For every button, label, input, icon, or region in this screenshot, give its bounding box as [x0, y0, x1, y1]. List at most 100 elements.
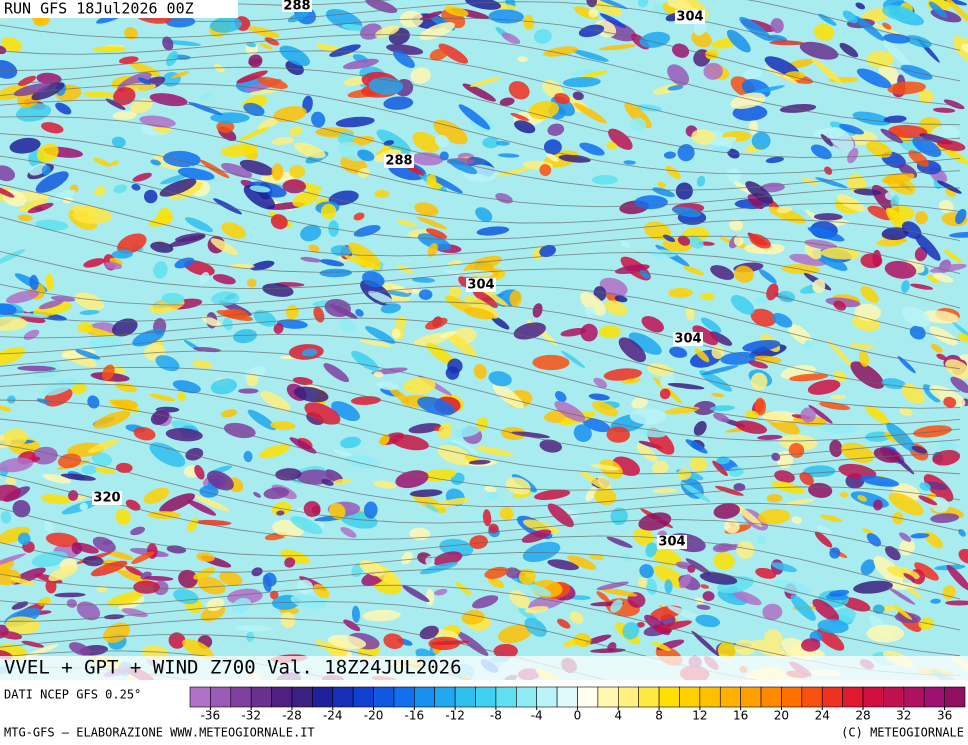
- field-patch: [841, 597, 871, 612]
- field-patch: [911, 445, 928, 454]
- colorbar-swatch: [414, 686, 436, 708]
- field-patch: [892, 604, 913, 620]
- field-patch: [165, 428, 203, 442]
- field-patch: [87, 438, 120, 454]
- streamline: [0, 216, 961, 309]
- field-patch: [301, 348, 318, 357]
- streamline: [0, 283, 961, 370]
- field-patch: [112, 318, 138, 337]
- field-patch: [787, 323, 813, 346]
- field-patch: [815, 177, 848, 189]
- field-patch: [91, 452, 113, 466]
- field-patch: [269, 590, 279, 600]
- field-patch: [732, 590, 762, 606]
- tick-label: 16: [733, 709, 748, 723]
- field-patch: [692, 325, 718, 346]
- field-patch: [789, 253, 827, 266]
- field-patch: [342, 58, 379, 70]
- field-patch: [444, 5, 469, 17]
- field-patch: [677, 468, 692, 481]
- field-patch: [150, 241, 174, 253]
- field-patch: [280, 549, 311, 565]
- field-patch: [194, 495, 230, 512]
- colorbar-swatch: [679, 686, 701, 708]
- field-patch: [937, 180, 962, 194]
- field-patch: [645, 542, 658, 558]
- field-patch: [79, 309, 100, 315]
- field-patch: [933, 107, 956, 113]
- field-patch: [125, 565, 144, 576]
- field-patch: [758, 269, 777, 284]
- field-patch: [946, 564, 968, 591]
- tick-label: -16: [405, 709, 425, 723]
- field-patch: [610, 599, 623, 613]
- field-patch: [866, 50, 894, 68]
- tick-label: -4: [531, 709, 543, 723]
- field-patch: [0, 84, 30, 101]
- field-patch: [414, 202, 439, 217]
- contour-label: 320: [93, 491, 120, 506]
- field-patch: [652, 488, 678, 494]
- field-patch: [539, 164, 552, 177]
- field-patch: [945, 600, 968, 606]
- field-patch: [0, 45, 7, 55]
- field-patch: [958, 528, 966, 537]
- field-patch: [14, 312, 50, 318]
- field-patch: [258, 444, 291, 459]
- field-patch: [0, 553, 26, 567]
- field-patch: [392, 328, 401, 339]
- field-patch: [162, 36, 174, 51]
- field-patch: [928, 1, 947, 18]
- field-patch: [138, 77, 152, 85]
- field-patch: [734, 639, 756, 656]
- tick-label: -32: [241, 709, 261, 723]
- field-patch: [918, 88, 934, 104]
- field-patch: [558, 154, 591, 163]
- colorbar-swatch: [597, 686, 619, 708]
- field-patch: [836, 194, 866, 212]
- tick-label: -28: [282, 709, 302, 723]
- field-patch: [36, 143, 59, 163]
- field-patch: [412, 277, 435, 283]
- field-patch: [373, 371, 384, 378]
- field-patch: [395, 470, 429, 489]
- field-patch: [410, 67, 431, 84]
- field-patch: [271, 163, 284, 181]
- streamline: [0, 350, 961, 442]
- field-patch: [429, 48, 448, 61]
- field-patch: [667, 605, 702, 621]
- streamline: [190, 0, 961, 51]
- field-patch: [41, 122, 64, 134]
- field-patch: [67, 490, 79, 501]
- field-patch: [702, 591, 715, 602]
- field-patch: [691, 630, 720, 657]
- field-patch: [434, 497, 470, 508]
- field-patch: [883, 115, 907, 124]
- field-patch: [839, 42, 859, 58]
- field-patch: [340, 436, 362, 449]
- run-title: RUN GFS 18Jul2026 00Z: [4, 0, 194, 18]
- field-patch: [197, 576, 226, 595]
- field-patch: [77, 322, 93, 333]
- field-patch: [419, 562, 458, 575]
- field-patch: [353, 212, 365, 221]
- colorbar-swatch: [638, 686, 660, 708]
- field-patch: [43, 378, 77, 396]
- field-patch: [814, 23, 835, 41]
- field-patch: [132, 328, 165, 347]
- field-patch: [561, 350, 586, 369]
- field-patch: [853, 188, 882, 196]
- field-patch: [886, 422, 916, 452]
- field-patch: [709, 405, 735, 412]
- colorbar-swatch: [475, 686, 497, 708]
- map-title: VVEL + GPT + WIND Z700 Val. 18Z24JUL2026: [4, 657, 462, 679]
- field-patch: [829, 547, 841, 559]
- field-patch: [103, 622, 131, 643]
- field-patch: [715, 485, 744, 496]
- field-patch: [812, 279, 826, 294]
- tick-label: -8: [490, 709, 502, 723]
- field-patch: [428, 173, 463, 194]
- tick-label: 12: [692, 709, 707, 723]
- field-patch: [726, 168, 742, 183]
- tick-label: 24: [815, 709, 830, 723]
